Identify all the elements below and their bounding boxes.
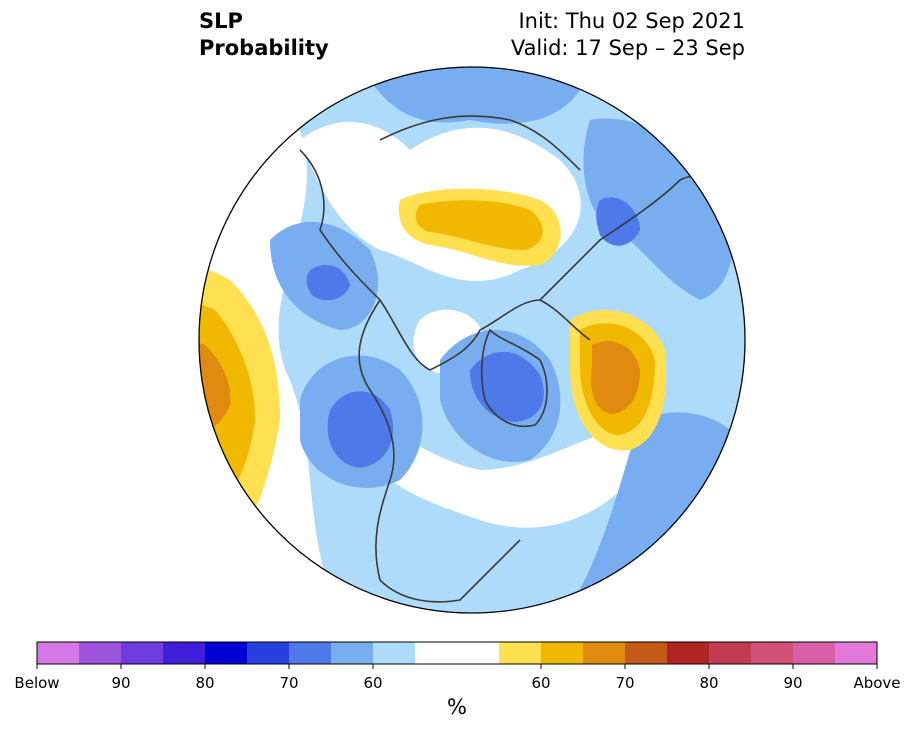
white-zone-south	[330, 400, 649, 528]
title-right: Init: Thu 02 Sep 2021 Valid: 17 Sep – 23…	[511, 8, 745, 62]
colorbar-cell	[751, 642, 794, 664]
colorbar-tick-label: Below	[14, 674, 60, 692]
orange-zone-eurasia	[415, 200, 543, 250]
colorbar-cell	[541, 642, 584, 664]
colorbar-tick-label: Above	[853, 674, 901, 692]
colorbar-cell	[163, 642, 206, 664]
colorbar-cell	[247, 642, 290, 664]
greenland-coastline	[480, 328, 548, 427]
colorbar-cell	[667, 642, 710, 664]
product-label: Probability	[199, 36, 329, 60]
north-america-coastline	[358, 299, 521, 603]
arctic-coastline	[299, 149, 591, 371]
valid-label: Valid: 17 Sep – 23 Sep	[510, 36, 745, 60]
colorbar-cells	[37, 642, 878, 664]
colorbar-unit: %	[447, 695, 467, 719]
colorbar-tick-label: 80	[699, 674, 719, 692]
colorbar-tick-label: 80	[195, 674, 215, 692]
colorbar-cell	[625, 642, 668, 664]
blue-core-alaska	[327, 391, 394, 468]
colorbar-cell	[205, 642, 248, 664]
dark-orange-core-atlantic	[590, 341, 640, 414]
siberia-coastline	[379, 115, 581, 171]
blue-core-bering	[306, 265, 350, 301]
title-left: SLP Probability	[199, 8, 329, 62]
colorbar-frame	[36, 641, 878, 665]
colorbar-tick-label: 90	[783, 674, 803, 692]
colorbar-cell	[373, 642, 416, 664]
colorbar-tick-label: 60	[363, 674, 383, 692]
globe-border	[198, 66, 746, 614]
polar-map	[198, 66, 746, 614]
colorbar-tick-label: 90	[111, 674, 131, 692]
colorbar-cell	[709, 642, 752, 664]
colorbar-cell	[835, 642, 878, 664]
init-label: Init: Thu 02 Sep 2021	[518, 9, 745, 33]
colorbar-ticks	[36, 664, 878, 669]
colorbar-cell	[793, 642, 836, 664]
colorbar-tick-label: 70	[615, 674, 635, 692]
colorbar-cell	[331, 642, 374, 664]
colorbar	[36, 641, 878, 669]
colorbar-cell	[415, 642, 458, 664]
colorbar-cell	[289, 642, 332, 664]
blue-core-east	[596, 197, 640, 246]
colorbar-cell	[583, 642, 626, 664]
colorbar-tick-label: 60	[531, 674, 551, 692]
map-fill	[199, 67, 745, 613]
variable-label: SLP	[199, 9, 243, 33]
colorbar-cell	[37, 642, 80, 664]
blue-zone-top	[370, 67, 580, 124]
colorbar-cell	[121, 642, 164, 664]
colorbar-cell	[457, 642, 500, 664]
blue-core-baffin	[470, 351, 544, 422]
colorbar-tick-label: 70	[279, 674, 299, 692]
colorbar-cell	[79, 642, 122, 664]
colorbar-cell	[499, 642, 542, 664]
